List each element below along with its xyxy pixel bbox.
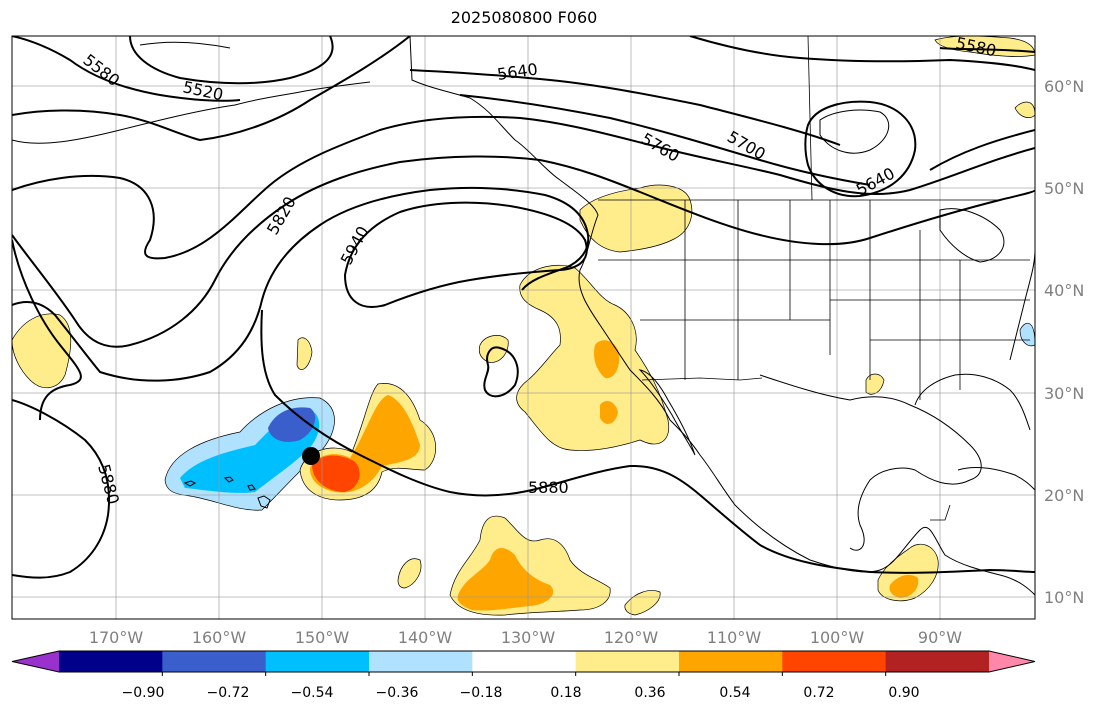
lon-label: 120°W [604, 628, 659, 647]
lat-label: 60°N [1044, 77, 1084, 96]
colorbar-tick-label: 0.72 [803, 685, 834, 701]
negative-anomaly-region [268, 407, 316, 442]
lat-label: 20°N [1044, 486, 1084, 505]
positive-anomaly-region [296, 337, 313, 370]
positive-anomaly-region [600, 400, 618, 424]
lon-label: 90°W [918, 628, 962, 647]
colorbar-segment [472, 651, 577, 672]
colorbar-tick-label: −0.18 [460, 685, 503, 701]
lon-label: 100°W [810, 628, 865, 647]
positive-anomaly-region [889, 574, 919, 598]
lon-label: 170°W [89, 628, 144, 647]
map-frame [11, 35, 1036, 620]
colorbar-tick-labels: −0.90 −0.72 −0.54 −0.36 −0.18 0.18 0.36 … [122, 685, 920, 701]
colorbar-segment [679, 651, 783, 672]
colorbar-extend-high [989, 651, 1035, 672]
lon-label: 130°W [501, 628, 556, 647]
lat-label: 40°N [1044, 281, 1084, 300]
positive-anomaly-region [457, 548, 554, 611]
colorbar-segment [782, 651, 887, 672]
political-borders [598, 36, 1030, 521]
map-title: 2025080800 F060 [450, 8, 598, 27]
longitude-labels: 170°W 160°W 150°W 140°W 130°W 120°W 110°… [89, 628, 962, 647]
positive-anomaly-region [312, 455, 360, 492]
lon-label: 150°W [295, 628, 350, 647]
colorbar-segment [369, 651, 473, 672]
colorbar-tick-label: 0.36 [634, 685, 665, 701]
lon-label: 110°W [707, 628, 762, 647]
lat-label: 10°N [1044, 588, 1084, 607]
lat-label: 30°N [1044, 384, 1084, 403]
colorbar-outline [11, 650, 1036, 673]
contour-label: 5880 [528, 478, 569, 497]
positive-anomaly-region [12, 313, 72, 388]
colorbar-segment [162, 651, 267, 672]
positive-anomaly-region [594, 340, 620, 379]
colorbar-segment [59, 651, 163, 672]
colorbar-segment [575, 651, 680, 672]
lon-label: 160°W [192, 628, 247, 647]
map-area: 5580 5520 5640 5760 5700 5640 5820 5940 … [12, 36, 1035, 619]
colorbar-tick-label: 0.90 [888, 685, 919, 701]
map-gridlines [12, 36, 1035, 619]
colorbar-tick-label: 0.54 [719, 685, 750, 701]
colorbar-tick-label: −0.36 [376, 685, 419, 701]
positive-anomaly-region [397, 558, 422, 589]
colorbar-segment [265, 651, 370, 672]
lon-label: 140°W [398, 628, 453, 647]
latitude-labels: 60°N 50°N 40°N 30°N 20°N 10°N [1044, 77, 1084, 607]
colorbar-tick-label: −0.90 [122, 685, 165, 701]
colorbar-tick-label: 0.18 [550, 685, 581, 701]
colorbar-tick-label: −0.54 [291, 685, 334, 701]
colorbar [11, 650, 1036, 676]
colorbar-tick-label: −0.72 [207, 685, 250, 701]
positive-anomaly-region [1014, 101, 1035, 118]
colorbar-extend-low [12, 651, 59, 672]
lat-label: 50°N [1044, 179, 1084, 198]
storm-position-marker [302, 447, 320, 465]
colorbar-segment [885, 651, 990, 672]
height-contours [12, 36, 1035, 579]
positive-anomaly-region [865, 373, 885, 395]
